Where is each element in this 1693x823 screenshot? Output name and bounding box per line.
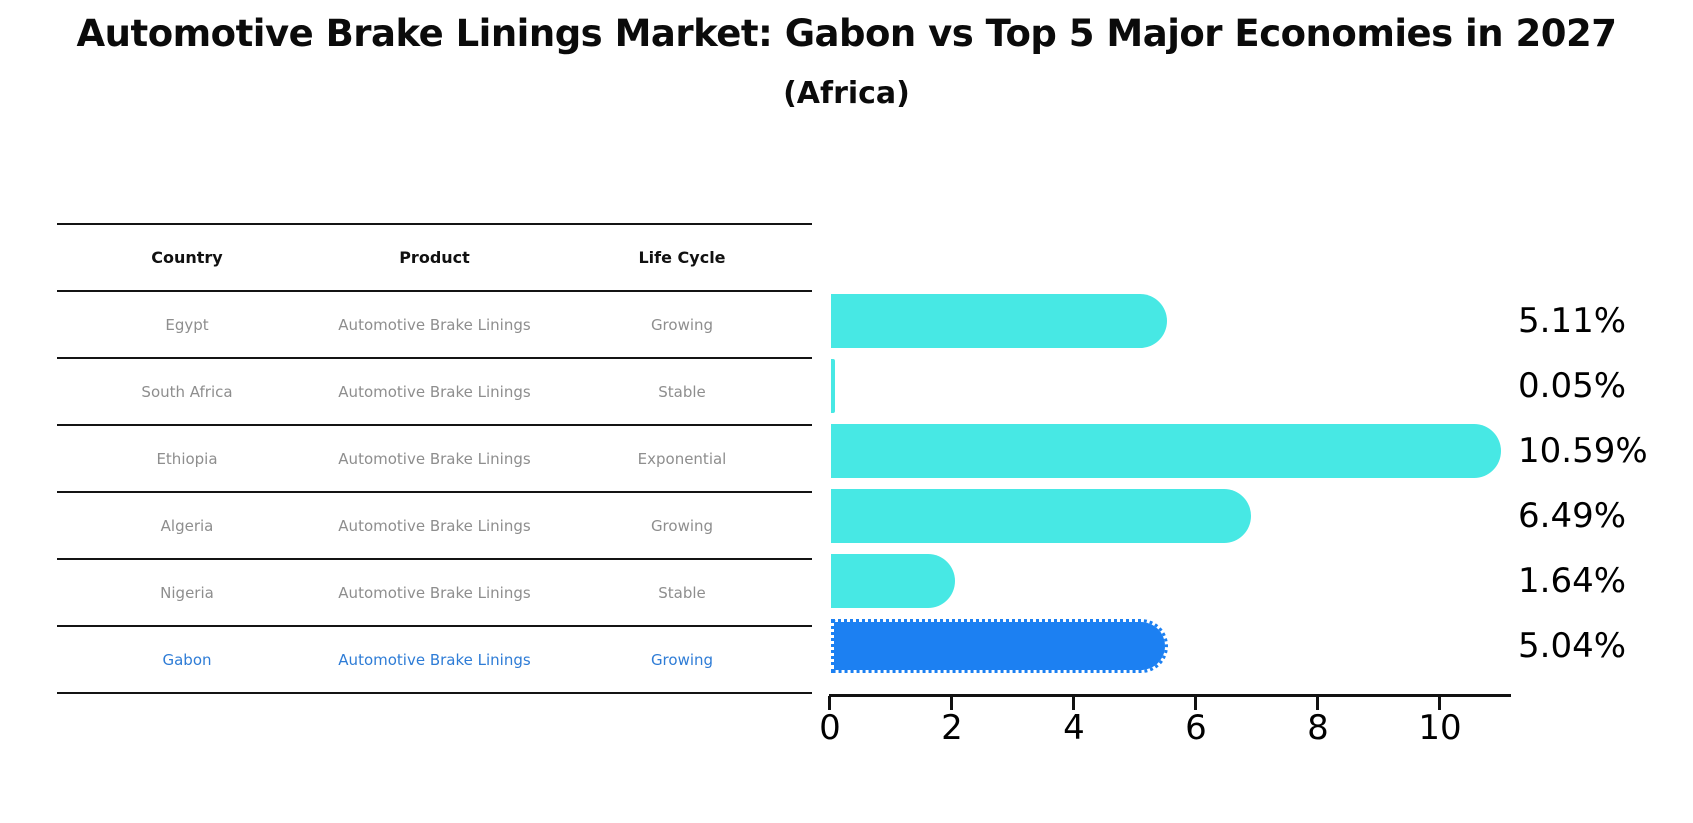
bar — [831, 358, 835, 413]
table-cell-country: Gabon — [162, 650, 212, 669]
table-cell-life-cycle: Exponential — [637, 449, 727, 468]
table-row: Egypt Automotive Brake Linings Growing — [57, 292, 812, 359]
table-row: Ethiopia Automotive Brake Linings Expone… — [57, 426, 812, 493]
bar-row — [831, 288, 1501, 353]
bar-chart — [831, 288, 1501, 678]
table-cell-product: Automotive Brake Linings — [338, 449, 531, 468]
x-axis-tick — [828, 696, 831, 710]
value-label: 6.49% — [1518, 495, 1627, 536]
value-label: 10.59% — [1518, 430, 1648, 471]
page-subtitle: (Africa) — [783, 76, 910, 111]
value-label: 0.05% — [1518, 365, 1627, 406]
table-row: Nigeria Automotive Brake Linings Stable — [57, 560, 812, 627]
table-cell-product: Automotive Brake Linings — [338, 583, 531, 602]
x-axis-tick — [950, 696, 953, 710]
x-axis-tick-label: 2 — [941, 708, 963, 748]
x-axis-tick-label: 8 — [1307, 708, 1329, 748]
bar-row — [831, 353, 1501, 418]
table-cell-product: Automotive Brake Linings — [338, 516, 531, 535]
bar-row — [831, 548, 1501, 613]
column-header-product: Product — [399, 248, 470, 267]
table-cell-life-cycle: Stable — [658, 382, 706, 401]
bar-row — [831, 418, 1501, 483]
x-axis-tick — [1072, 696, 1075, 710]
table-cell-country: Ethiopia — [156, 449, 218, 468]
value-label: 5.11% — [1518, 300, 1627, 341]
table-cell-country: Algeria — [160, 516, 214, 535]
x-axis-tick-label: 4 — [1063, 708, 1085, 748]
table-row: Gabon Automotive Brake Linings Growing — [57, 627, 812, 694]
page-title: Automotive Brake Linings Market: Gabon v… — [76, 12, 1617, 55]
x-axis-line — [829, 694, 1511, 697]
table-body: Egypt Automotive Brake Linings Growing S… — [57, 292, 812, 694]
country-table: Country Product Life Cycle Egypt Automot… — [57, 223, 812, 694]
bar — [831, 293, 1167, 348]
table-cell-country: South Africa — [141, 382, 233, 401]
bar — [831, 553, 955, 608]
x-axis-tick-label: 0 — [819, 708, 841, 748]
value-label: 1.64% — [1518, 560, 1627, 601]
table-cell-life-cycle: Growing — [650, 315, 714, 334]
table-row: South Africa Automotive Brake Linings St… — [57, 359, 812, 426]
bar-row — [831, 613, 1501, 678]
x-axis-tick-label: 6 — [1185, 708, 1207, 748]
table-cell-product: Automotive Brake Linings — [338, 382, 531, 401]
column-header-country: Country — [151, 248, 223, 267]
table-cell-product: Automotive Brake Linings — [338, 650, 531, 669]
value-label: 5.04% — [1518, 625, 1627, 666]
bar — [831, 488, 1251, 543]
bar-row — [831, 483, 1501, 548]
table-cell-life-cycle: Growing — [650, 516, 714, 535]
x-axis-tick-label: 10 — [1418, 708, 1462, 748]
table-cell-country: Nigeria — [160, 583, 214, 602]
table-cell-product: Automotive Brake Linings — [338, 315, 531, 334]
table-cell-life-cycle: Stable — [658, 583, 706, 602]
table-cell-country: Egypt — [165, 315, 209, 334]
x-axis-tick — [1316, 696, 1319, 710]
bar — [831, 618, 1168, 673]
bar — [831, 423, 1501, 478]
column-header-life-cycle: Life Cycle — [638, 248, 726, 267]
x-axis-tick — [1194, 696, 1197, 710]
table-row: Algeria Automotive Brake Linings Growing — [57, 493, 812, 560]
x-axis-tick — [1438, 696, 1441, 710]
value-label-column: 5.11% 0.05% 10.59% 6.49% 1.64% 5.04% — [1518, 288, 1648, 678]
table-cell-life-cycle: Growing — [650, 650, 714, 669]
table-header-row: Country Product Life Cycle — [57, 225, 812, 292]
